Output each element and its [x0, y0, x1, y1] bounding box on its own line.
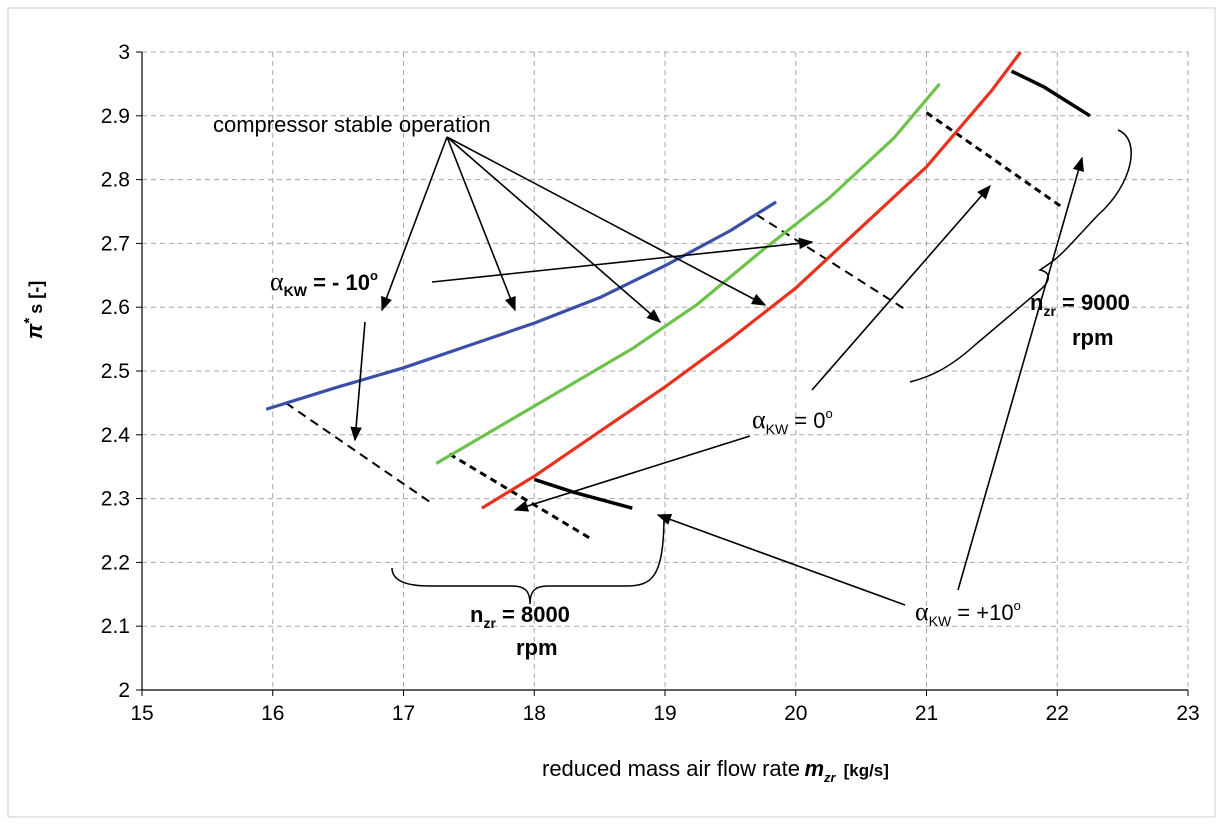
- y-tick-label: 2.9: [101, 105, 130, 128]
- series-line-3: [481, 51, 1022, 510]
- x-tick-label: 15: [130, 702, 153, 725]
- annotation-arrows: [350, 136, 1084, 606]
- svg-text:nzr = 9000: nzr = 9000: [1030, 290, 1130, 319]
- axes: [136, 51, 1189, 696]
- y-tick-label: 2: [118, 679, 130, 702]
- x-tick-label: 19: [653, 702, 676, 725]
- y-tick-label: 2.7: [101, 232, 130, 255]
- arrow-stable-blue2: [446, 136, 516, 312]
- brace-9000: [909, 129, 1132, 383]
- x-tick-label: 17: [392, 702, 415, 725]
- y-tick-label: 3: [118, 41, 130, 64]
- y-tick-label: 2.4: [101, 424, 131, 447]
- label-n8000: nzr = 8000 rpm: [470, 602, 570, 660]
- y-tick-label: 2.2: [101, 551, 130, 574]
- svg-text:rpm: rpm: [516, 635, 558, 660]
- arrow-alpha-pos-upper: [957, 156, 1084, 591]
- y-tick-label: 2.5: [101, 360, 130, 383]
- svg-text:rpm: rpm: [1072, 325, 1114, 350]
- x-tick-label: 18: [523, 702, 546, 725]
- outer-frame: [7, 7, 1216, 818]
- x-tick-label: 16: [261, 702, 284, 725]
- label-alpha-neg: αKW = - 10o: [270, 267, 378, 299]
- label-n9000: nzr = 9000 rpm: [1030, 290, 1130, 350]
- stability-line: [925, 111, 1065, 210]
- y-axis-title: π*s [-]: [21, 281, 47, 340]
- arrow-alpha-neg-lower: [350, 321, 366, 442]
- y-tick-label: 2.1: [101, 615, 130, 638]
- arrow-alpha-neg-upper: [431, 237, 814, 283]
- x-tick-label: 21: [915, 702, 938, 725]
- y-tick-label: 2.6: [101, 296, 130, 319]
- label-alpha-zero: αKW = 0o: [752, 405, 833, 437]
- svg-text:reduced mass air flow rate mzr: reduced mass air flow rate mzr [kg/s]: [542, 756, 889, 785]
- series-line-2: [435, 82, 941, 465]
- stability-line: [1010, 69, 1091, 118]
- arrow-alpha-zero-upper: [811, 184, 991, 391]
- label-compressor-stable: compressor stable operation: [213, 112, 491, 137]
- svg-text:αKW = +10o: αKW = +10o: [915, 597, 1021, 629]
- svg-text:nzr = 8000: nzr = 8000: [470, 602, 570, 631]
- x-tick-label: 22: [1046, 702, 1069, 725]
- svg-text:αKW = 0o: αKW = 0o: [752, 405, 833, 437]
- arrow-stable-green: [446, 136, 662, 323]
- arrow-alpha-pos-lower: [656, 514, 906, 606]
- y-tick-label: 2.8: [101, 169, 130, 192]
- y-tick-labels: 2 2.1 2.2 2.3 2.4 2.5 2.6 2.7 2.8 2.9 3: [101, 41, 131, 702]
- x-axis-title: reduced mass air flow rate mzr [kg/s]: [542, 756, 889, 785]
- svg-text:π*s [-]: π*s [-]: [21, 281, 47, 340]
- y-tick-label: 2.3: [101, 488, 130, 511]
- x-tick-label: 23: [1176, 702, 1199, 725]
- grid: [142, 51, 1189, 690]
- stability-line: [448, 452, 594, 542]
- svg-text:αKW = - 10o: αKW = - 10o: [270, 267, 378, 299]
- x-tick-labels: 15 16 17 18 19 20 21 22 23: [130, 702, 1199, 725]
- arrow-alpha-zero-lower: [513, 435, 751, 512]
- brace-8000: [391, 513, 665, 605]
- label-alpha-pos: αKW = +10o: [915, 597, 1021, 629]
- arrow-stable-blue: [381, 136, 448, 312]
- x-tick-label: 20: [784, 702, 807, 725]
- arrow-stable-red: [446, 136, 767, 306]
